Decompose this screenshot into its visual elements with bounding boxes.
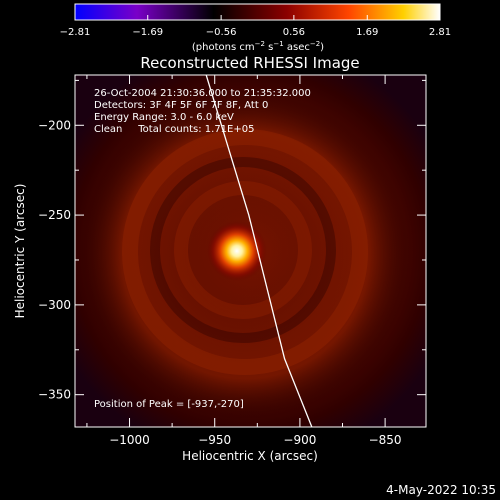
emission-ring-middle xyxy=(122,129,368,375)
dark-gap xyxy=(150,157,336,343)
image-plot xyxy=(75,75,426,427)
x-axis-label: Heliocentric X (arcsec) xyxy=(182,449,318,463)
y-tick-label: −250 xyxy=(38,208,71,222)
solar-limb-curve xyxy=(205,75,313,427)
annotation-detectors: Detectors: 3F 4F 5F 6F 7F 8F, Att 0 xyxy=(94,100,268,111)
chart-title: Reconstructed RHESSI Image xyxy=(140,54,359,72)
plot-frame xyxy=(74,74,427,428)
y-tick-label: −300 xyxy=(38,298,71,312)
annotation-time: 26-Oct-2004 21:30:36.000 to 21:35:32.000 xyxy=(94,88,311,99)
colorbar xyxy=(74,3,441,21)
colorbar-tick-label: 2.81 xyxy=(429,27,451,38)
annotation-counts: Clean Total counts: 1.71E+05 xyxy=(94,124,254,135)
x-tick-label: −950 xyxy=(198,433,231,447)
footer-timestamp: 4-May-2022 10:35 xyxy=(386,483,496,497)
y-tick-label: −350 xyxy=(38,388,71,402)
colorbar-ticks: −2.81 −1.69 −0.56 0.56 1.69 2.81 xyxy=(60,15,451,38)
x-tick-label: −850 xyxy=(369,433,402,447)
colorbar-tick-label: 1.69 xyxy=(356,27,378,38)
colorbar-tick-label: −0.56 xyxy=(206,27,237,38)
emission-ring-inner xyxy=(174,181,312,319)
x-tick-label: −1000 xyxy=(109,433,150,447)
colorbar-tick-label: −1.69 xyxy=(132,27,163,38)
colorbar-tick-label: −2.81 xyxy=(60,27,91,38)
y-tick-label: −200 xyxy=(38,118,71,132)
annotation-energy: Energy Range: 3.0 - 6.0 keV xyxy=(94,112,234,123)
colorbar-units: (photons cm−2 s−1 asec−2) xyxy=(192,40,324,53)
y-axis-label: Heliocentric Y (arcsec) xyxy=(13,184,27,319)
peak-source xyxy=(206,221,267,281)
annotation-peak-position: Position of Peak = [-937,-270] xyxy=(94,399,244,410)
x-axis-ticks: −1000 −950 −900 −850 xyxy=(86,75,402,447)
y-axis-ticks: −350 −300 −250 −200 xyxy=(38,79,426,402)
x-tick-label: −900 xyxy=(283,433,316,447)
colorbar-tick-label: 0.56 xyxy=(283,27,305,38)
